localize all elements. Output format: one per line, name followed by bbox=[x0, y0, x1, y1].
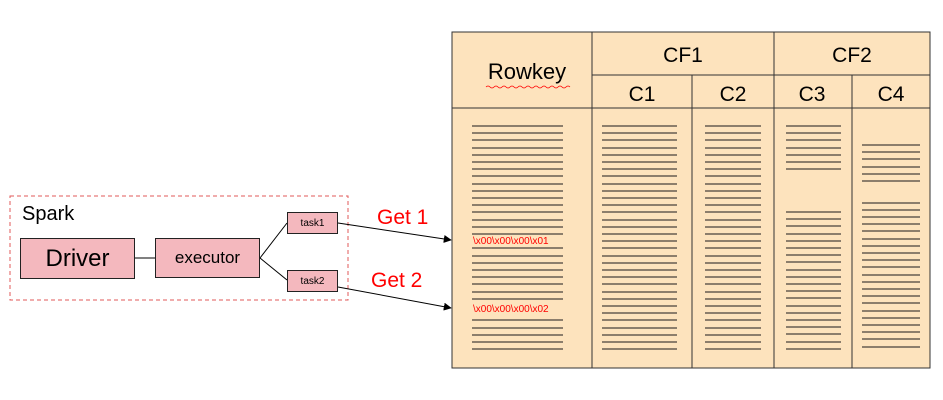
c4-row-lines bbox=[862, 144, 920, 348]
executor-task2-connector bbox=[259, 257, 288, 281]
rowkey-value-2: \x00\x00\x00\x02 bbox=[473, 304, 549, 315]
driver-label: Driver bbox=[45, 244, 110, 272]
driver-box: Driver bbox=[20, 238, 135, 279]
spark-container bbox=[9, 195, 349, 301]
c2-header: C2 bbox=[720, 83, 747, 106]
get1-arrow bbox=[337, 222, 452, 243]
spark-title: Spark bbox=[22, 203, 75, 225]
rowkey-spellcheck-underline bbox=[485, 85, 571, 89]
task2-label: task2 bbox=[300, 275, 325, 287]
rowkey-row-lines bbox=[472, 125, 563, 350]
executor-label: executor bbox=[174, 248, 241, 267]
cf2-header: CF2 bbox=[832, 44, 872, 67]
c3-row-lines bbox=[786, 125, 841, 350]
c2-row-lines bbox=[705, 125, 761, 350]
get2-arrow bbox=[337, 286, 452, 311]
hbase-table: Rowkey CF1 CF2 C1 C2 C3 C4 \x00\x00\x00\… bbox=[451, 31, 931, 369]
c4-header: C4 bbox=[878, 83, 905, 106]
get2-label: Get 2 bbox=[371, 269, 422, 292]
task1-label: task1 bbox=[300, 217, 325, 229]
rowkey-header: Rowkey bbox=[488, 59, 566, 84]
c1-row-lines bbox=[602, 125, 677, 350]
get1-label: Get 1 bbox=[377, 206, 428, 229]
executor-task1-connector bbox=[259, 222, 288, 259]
c1-header: C1 bbox=[629, 83, 656, 106]
rowkey-value-1: \x00\x00\x00\x01 bbox=[473, 236, 549, 247]
task1-box: task1 bbox=[287, 212, 338, 234]
cf1-header: CF1 bbox=[663, 44, 703, 67]
executor-box: executor bbox=[155, 238, 260, 278]
c3-header: C3 bbox=[799, 83, 826, 106]
task2-box: task2 bbox=[287, 270, 338, 292]
